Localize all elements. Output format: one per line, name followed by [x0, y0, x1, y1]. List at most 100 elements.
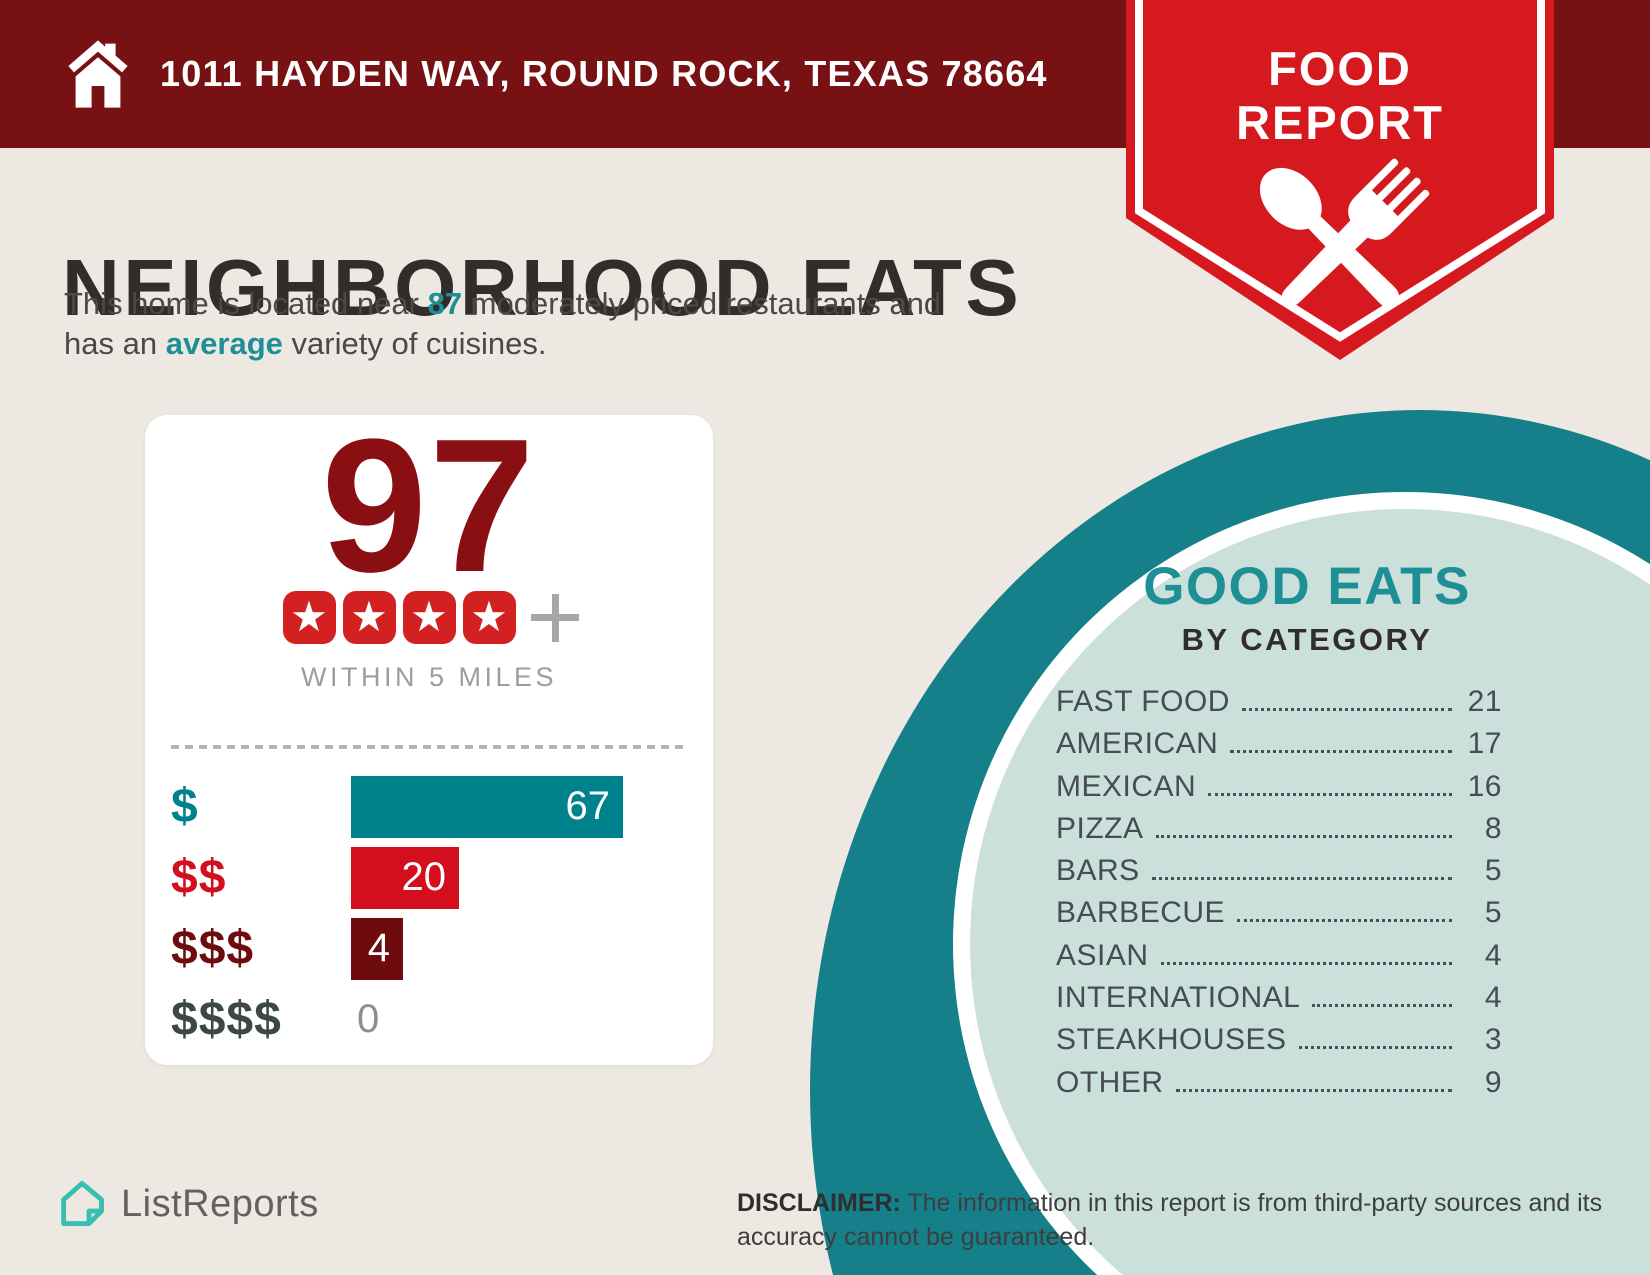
bar-zero-value: 0 [357, 997, 380, 1041]
category-value: 8 [1484, 811, 1502, 845]
disclaimer: DISCLAIMER: The information in this repo… [737, 1186, 1602, 1254]
ribbon-shape [1126, 0, 1554, 360]
good-eats-row: ASIAN 4 [1056, 939, 1502, 981]
good-eats-row: AMERICAN 17 [1056, 727, 1502, 769]
listreports-logo: ListReports [56, 1178, 319, 1230]
category-label: OTHER [1056, 1065, 1164, 1099]
crossed-utensils-icon [1259, 158, 1430, 307]
category-label: FAST FOOD [1056, 685, 1230, 718]
dotted-leader [1175, 1088, 1452, 1092]
dotted-leader [1208, 792, 1452, 796]
star-glyph: ★ [410, 591, 448, 641]
disclaimer-line1: DISCLAIMER: The information in this repo… [737, 1189, 1603, 1217]
category-label: AMERICAN [1056, 727, 1219, 761]
restaurant-score: 97 [321, 400, 537, 612]
good-eats-row: OTHER 9 [1056, 1066, 1502, 1108]
category-value: 21 [1467, 685, 1502, 718]
subtitle-line1: This home is located near 87 moderately … [64, 286, 942, 321]
star-icon: ★ [462, 591, 516, 644]
disclaimer-label: DISCLAIMER: [737, 1189, 901, 1217]
dotted-leader [1160, 961, 1452, 965]
good-eats-row: FAST FOOD 21 [1056, 685, 1502, 727]
dashed-divider [171, 745, 687, 749]
star-glyph: ★ [470, 591, 508, 641]
dotted-leader [1312, 1004, 1452, 1008]
dotted-leader [1241, 708, 1452, 711]
good-eats-row: BARS 5 [1056, 854, 1502, 896]
star-icon: ★ [282, 591, 336, 644]
dotted-leader [1298, 1046, 1452, 1050]
subtitle-line2: has an average variety of cuisines. [64, 326, 547, 361]
category-value: 16 [1467, 769, 1502, 803]
good-eats-subtitle: BY CATEGORY [1181, 622, 1433, 657]
good-eats-panel: GOOD EATS BY CATEGORY FAST FOOD 21 AMERICA… [1056, 556, 1502, 1108]
ribbon-title: FOOD REPORT [1126, 42, 1554, 150]
star-rating: ★ ★ ★ ★ [145, 591, 713, 644]
category-label: MEXICAN [1056, 769, 1197, 803]
good-eats-row: INTERNATIONAL 4 [1056, 981, 1502, 1023]
dotted-leader [1230, 750, 1452, 754]
bar-track: 4 [351, 917, 687, 980]
good-eats-title: GOOD EATS [1143, 557, 1471, 616]
star-icon: ★ [342, 591, 396, 644]
radius-label: WITHIN 5 MILES [300, 662, 558, 692]
good-eats-row: PIZZA 8 [1056, 812, 1502, 854]
bar-value: 20 [401, 855, 447, 899]
bar-$: 67 [351, 775, 623, 838]
bar-value: 67 [565, 784, 611, 828]
listreports-wordmark: ListReports [121, 1182, 319, 1225]
category-label: PIZZA [1056, 811, 1144, 845]
home-icon [68, 40, 128, 108]
good-eats-row: STEAKHOUSES 3 [1056, 1023, 1502, 1065]
good-eats-row: MEXICAN 16 [1056, 770, 1502, 812]
listreports-house-icon [61, 1180, 104, 1226]
category-value: 5 [1484, 854, 1502, 888]
variety-highlight: average [165, 326, 283, 361]
property-address: 1011 HAYDEN WAY, ROUND ROCK, TEXAS 78664 [160, 53, 1048, 94]
disclaimer-line2: accuracy cannot be guaranteed. [737, 1223, 1095, 1251]
bar-$$: 20 [351, 846, 459, 909]
dotted-leader [1151, 877, 1452, 881]
restaurant-count: 87 [427, 286, 463, 321]
bar-row: $$ 20 [171, 842, 687, 913]
category-label: ASIAN [1056, 938, 1149, 972]
bar-row: $$$$ 0 [171, 984, 687, 1055]
dotted-leader [1237, 919, 1452, 923]
category-value: 3 [1484, 1023, 1502, 1057]
bar-value: 4 [367, 926, 390, 970]
category-value: 4 [1484, 938, 1502, 972]
star-glyph: ★ [290, 591, 328, 641]
bar-row: $67 [171, 771, 687, 842]
category-label: BARBECUE [1056, 896, 1226, 930]
ribbon-title-line2: REPORT [1236, 96, 1444, 149]
score-card: 97 ★ ★ ★ ★ WITHIN 5 MILES $67 $$ 20 $$$ 4 $$$$ 0 [145, 400, 713, 1065]
bar-$$$: 4 [351, 917, 403, 980]
food-report-ribbon: FOOD REPORT [1126, 0, 1554, 366]
page-subtitle: This home is located near 87 moderately … [64, 284, 941, 364]
good-eats-row: BARBECUE 5 [1056, 896, 1502, 938]
star-glyph: ★ [350, 591, 388, 641]
price-bar-chart: $67 $$ 20 $$$ 4 $$$$ 0 [171, 771, 687, 1055]
category-value: 4 [1484, 981, 1502, 1015]
good-eats-list: FAST FOOD 21 AMERICAN 17 MEXICAN 16 PIZZA 8 BARS… [1056, 685, 1502, 1108]
ribbon-title-line1: FOOD [1268, 42, 1412, 95]
price-level-label: $$ [171, 851, 227, 904]
bar-track: 0 [351, 989, 687, 1051]
price-level-label: $ [171, 780, 199, 833]
plus-icon [531, 593, 579, 642]
dotted-leader [1155, 834, 1452, 838]
bar-row: $$$ 4 [171, 913, 687, 984]
category-value: 9 [1484, 1065, 1502, 1099]
price-level-label: $$$$ [171, 993, 282, 1046]
category-label: INTERNATIONAL [1056, 981, 1301, 1015]
category-value: 5 [1484, 896, 1502, 930]
price-level-label: $$$ [171, 922, 255, 975]
category-label: BARS [1056, 854, 1140, 888]
page-title: NEIGHBORHOOD EATS [62, 242, 1023, 332]
bar-track: 20 [351, 846, 687, 909]
category-value: 17 [1467, 727, 1502, 761]
star-icon: ★ [402, 591, 456, 644]
bar-track: 67 [351, 775, 687, 838]
category-label: STEAKHOUSES [1056, 1023, 1287, 1057]
